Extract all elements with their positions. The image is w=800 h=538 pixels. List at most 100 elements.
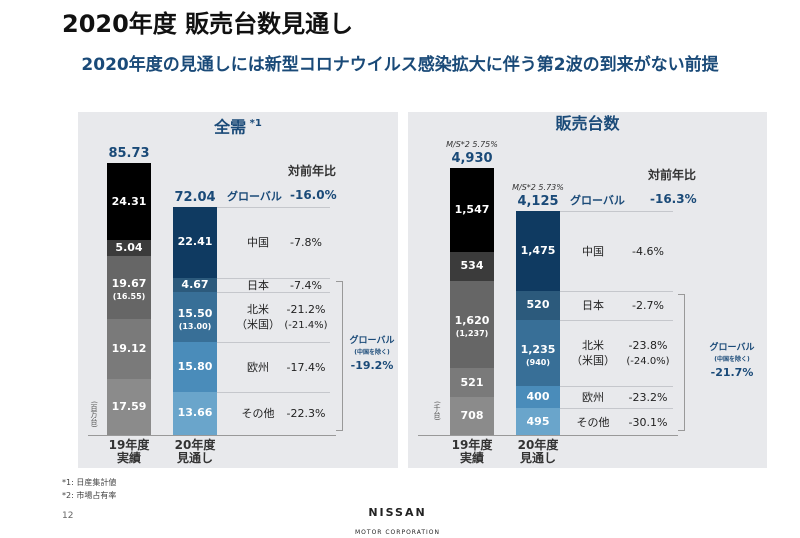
region-label: 北米 （米国） [571, 339, 615, 368]
global-label: グローバル [570, 194, 625, 208]
bar-segment-fy20 [516, 386, 560, 409]
global-yoy: -16.3% [650, 192, 697, 207]
category-label: 19年度 実績 [108, 438, 150, 465]
baseline [418, 435, 678, 436]
segment-value-label: 1,475 [520, 244, 556, 258]
row-separator [217, 277, 330, 279]
bar-segment-fy19 [107, 256, 151, 319]
region-yoy: -22.3% [286, 407, 326, 421]
region-yoy: -23.2% [628, 391, 668, 405]
region-label: 欧州 [582, 391, 604, 405]
bar-total-label: 4,125 [517, 194, 559, 210]
segment-value-label: 495 [526, 414, 550, 428]
row-separator [560, 211, 673, 213]
region-label: 北米 （米国） [236, 303, 280, 332]
ex-china-bracket [678, 294, 685, 431]
ex-china-label: グローバル (中国を除く) [349, 335, 395, 356]
segment-value-label: 15.50 (13.00) [177, 307, 213, 332]
page-number: 12 [62, 511, 74, 521]
bar-total-label: 72.04 [174, 189, 216, 205]
baseline [88, 435, 336, 436]
footnote: *1: 日産集計値 [62, 478, 117, 487]
footnotes: *1: 日産集計値 *2: 市場占有率 [62, 476, 116, 502]
region-label: 中国 [582, 245, 604, 259]
segment-value-label: 17.59 [111, 400, 147, 414]
sales-volume-panel: 販売台数 (千台) 708 521 1,620 (1,237) 534 1,547 4,930 M… [408, 112, 767, 468]
bar-segment-fy19 [450, 368, 494, 397]
segment-value-label: 19.67 (16.55) [111, 277, 147, 302]
bar-segment-fy20 [516, 291, 560, 320]
bar-segment-fy20 [173, 292, 217, 342]
ex-china-label: グローバル (中国を除く) [709, 342, 755, 363]
bar-segment-fy19 [450, 280, 494, 369]
unit-label: (百万台) [90, 401, 98, 428]
region-yoy: -30.1% [628, 415, 668, 429]
row-separator [560, 319, 673, 321]
bar-segment-fy20 [173, 277, 217, 293]
segment-value-label: 1,235 (940) [520, 343, 556, 368]
bar-segment-fy20 [516, 319, 560, 387]
segment-value-label: 22.41 [177, 235, 213, 249]
row-separator [217, 292, 330, 294]
row-separator [560, 291, 673, 293]
region-yoy: -17.4% [286, 360, 326, 374]
ex-china-bracket [336, 280, 343, 431]
segment-value-label: 24.31 [111, 194, 147, 208]
chart-title: 販売台数 [555, 114, 620, 133]
ex-china-yoy: -21.7% [710, 365, 754, 379]
global-yoy: -16.0% [290, 187, 337, 202]
bar-segment-fy20 [173, 206, 217, 278]
bar-segment-fy19 [450, 396, 494, 435]
segment-value-label: 1,547 [454, 202, 490, 216]
region-yoy: -4.6% [632, 245, 664, 259]
bar-segment-fy19 [450, 251, 494, 281]
row-separator [217, 206, 330, 208]
region-yoy: -7.4% [290, 279, 322, 293]
bar-total-label: 4,930 [451, 150, 493, 166]
ex-china-yoy: -19.2% [350, 358, 394, 372]
row-separator [560, 408, 673, 410]
region-label: 中国 [247, 236, 269, 250]
region-yoy: -7.8% [290, 236, 322, 250]
region-label: 欧州 [247, 360, 269, 374]
region-label: 日本 [247, 279, 269, 293]
unit-label: (千台) [433, 401, 441, 421]
nissan-logo: NISSAN MOTOR CORPORATION [355, 506, 440, 536]
page-subtitle: 2020年度の見通しには新型コロナウイルス感染拡大に伴う第2波の到来がない前提 [81, 55, 719, 75]
bar-segment-fy19 [107, 318, 151, 380]
bar-segment-fy19 [450, 167, 494, 252]
segment-value-label: 1,620 (1,237) [454, 314, 490, 339]
segment-value-label: 534 [460, 259, 484, 273]
row-separator [217, 391, 330, 393]
market-share-label: M/S*2 5.75% [446, 139, 498, 149]
category-label: 19年度 実績 [451, 438, 493, 465]
segment-value-label: 19.12 [111, 341, 147, 355]
total-demand-panel: 全需 *1 (百万台) 17.59 19.12 19.67 (16.55) 5.04 24.3… [78, 112, 398, 468]
market-share-label: M/S*2 5.73% [512, 183, 564, 193]
segment-value-label: 4.67 [181, 278, 209, 292]
region-yoy: -23.8% (-24.0%) [626, 339, 670, 368]
yoy-header: 対前年比 [288, 163, 337, 178]
region-label: その他 [576, 415, 610, 429]
bar-segment-fy19 [107, 163, 151, 241]
region-label: 日本 [582, 299, 604, 313]
bar-segment-fy20 [173, 391, 217, 435]
row-separator [217, 341, 330, 343]
region-label: その他 [241, 407, 275, 421]
footnote: *2: 市場占有率 [62, 491, 117, 500]
category-label: 20年度 見通し [517, 438, 559, 465]
chart-title: 全需 *1 [214, 117, 262, 137]
category-label: 20年度 見通し [174, 438, 216, 465]
global-label: グローバル [227, 189, 282, 203]
segment-value-label: 15.80 [177, 359, 213, 373]
region-yoy: -21.2% (-21.4%) [284, 303, 328, 332]
bar-segment-fy20 [516, 408, 560, 435]
segment-value-label: 520 [526, 298, 550, 312]
bar-segment-fy20 [516, 211, 560, 292]
bar-segment-fy20 [173, 341, 217, 392]
region-yoy: -2.7% [632, 299, 664, 313]
row-separator [560, 386, 673, 388]
segment-value-label: 521 [460, 375, 484, 389]
bar-segment-fy19 [107, 379, 151, 435]
yoy-header: 対前年比 [648, 168, 697, 183]
